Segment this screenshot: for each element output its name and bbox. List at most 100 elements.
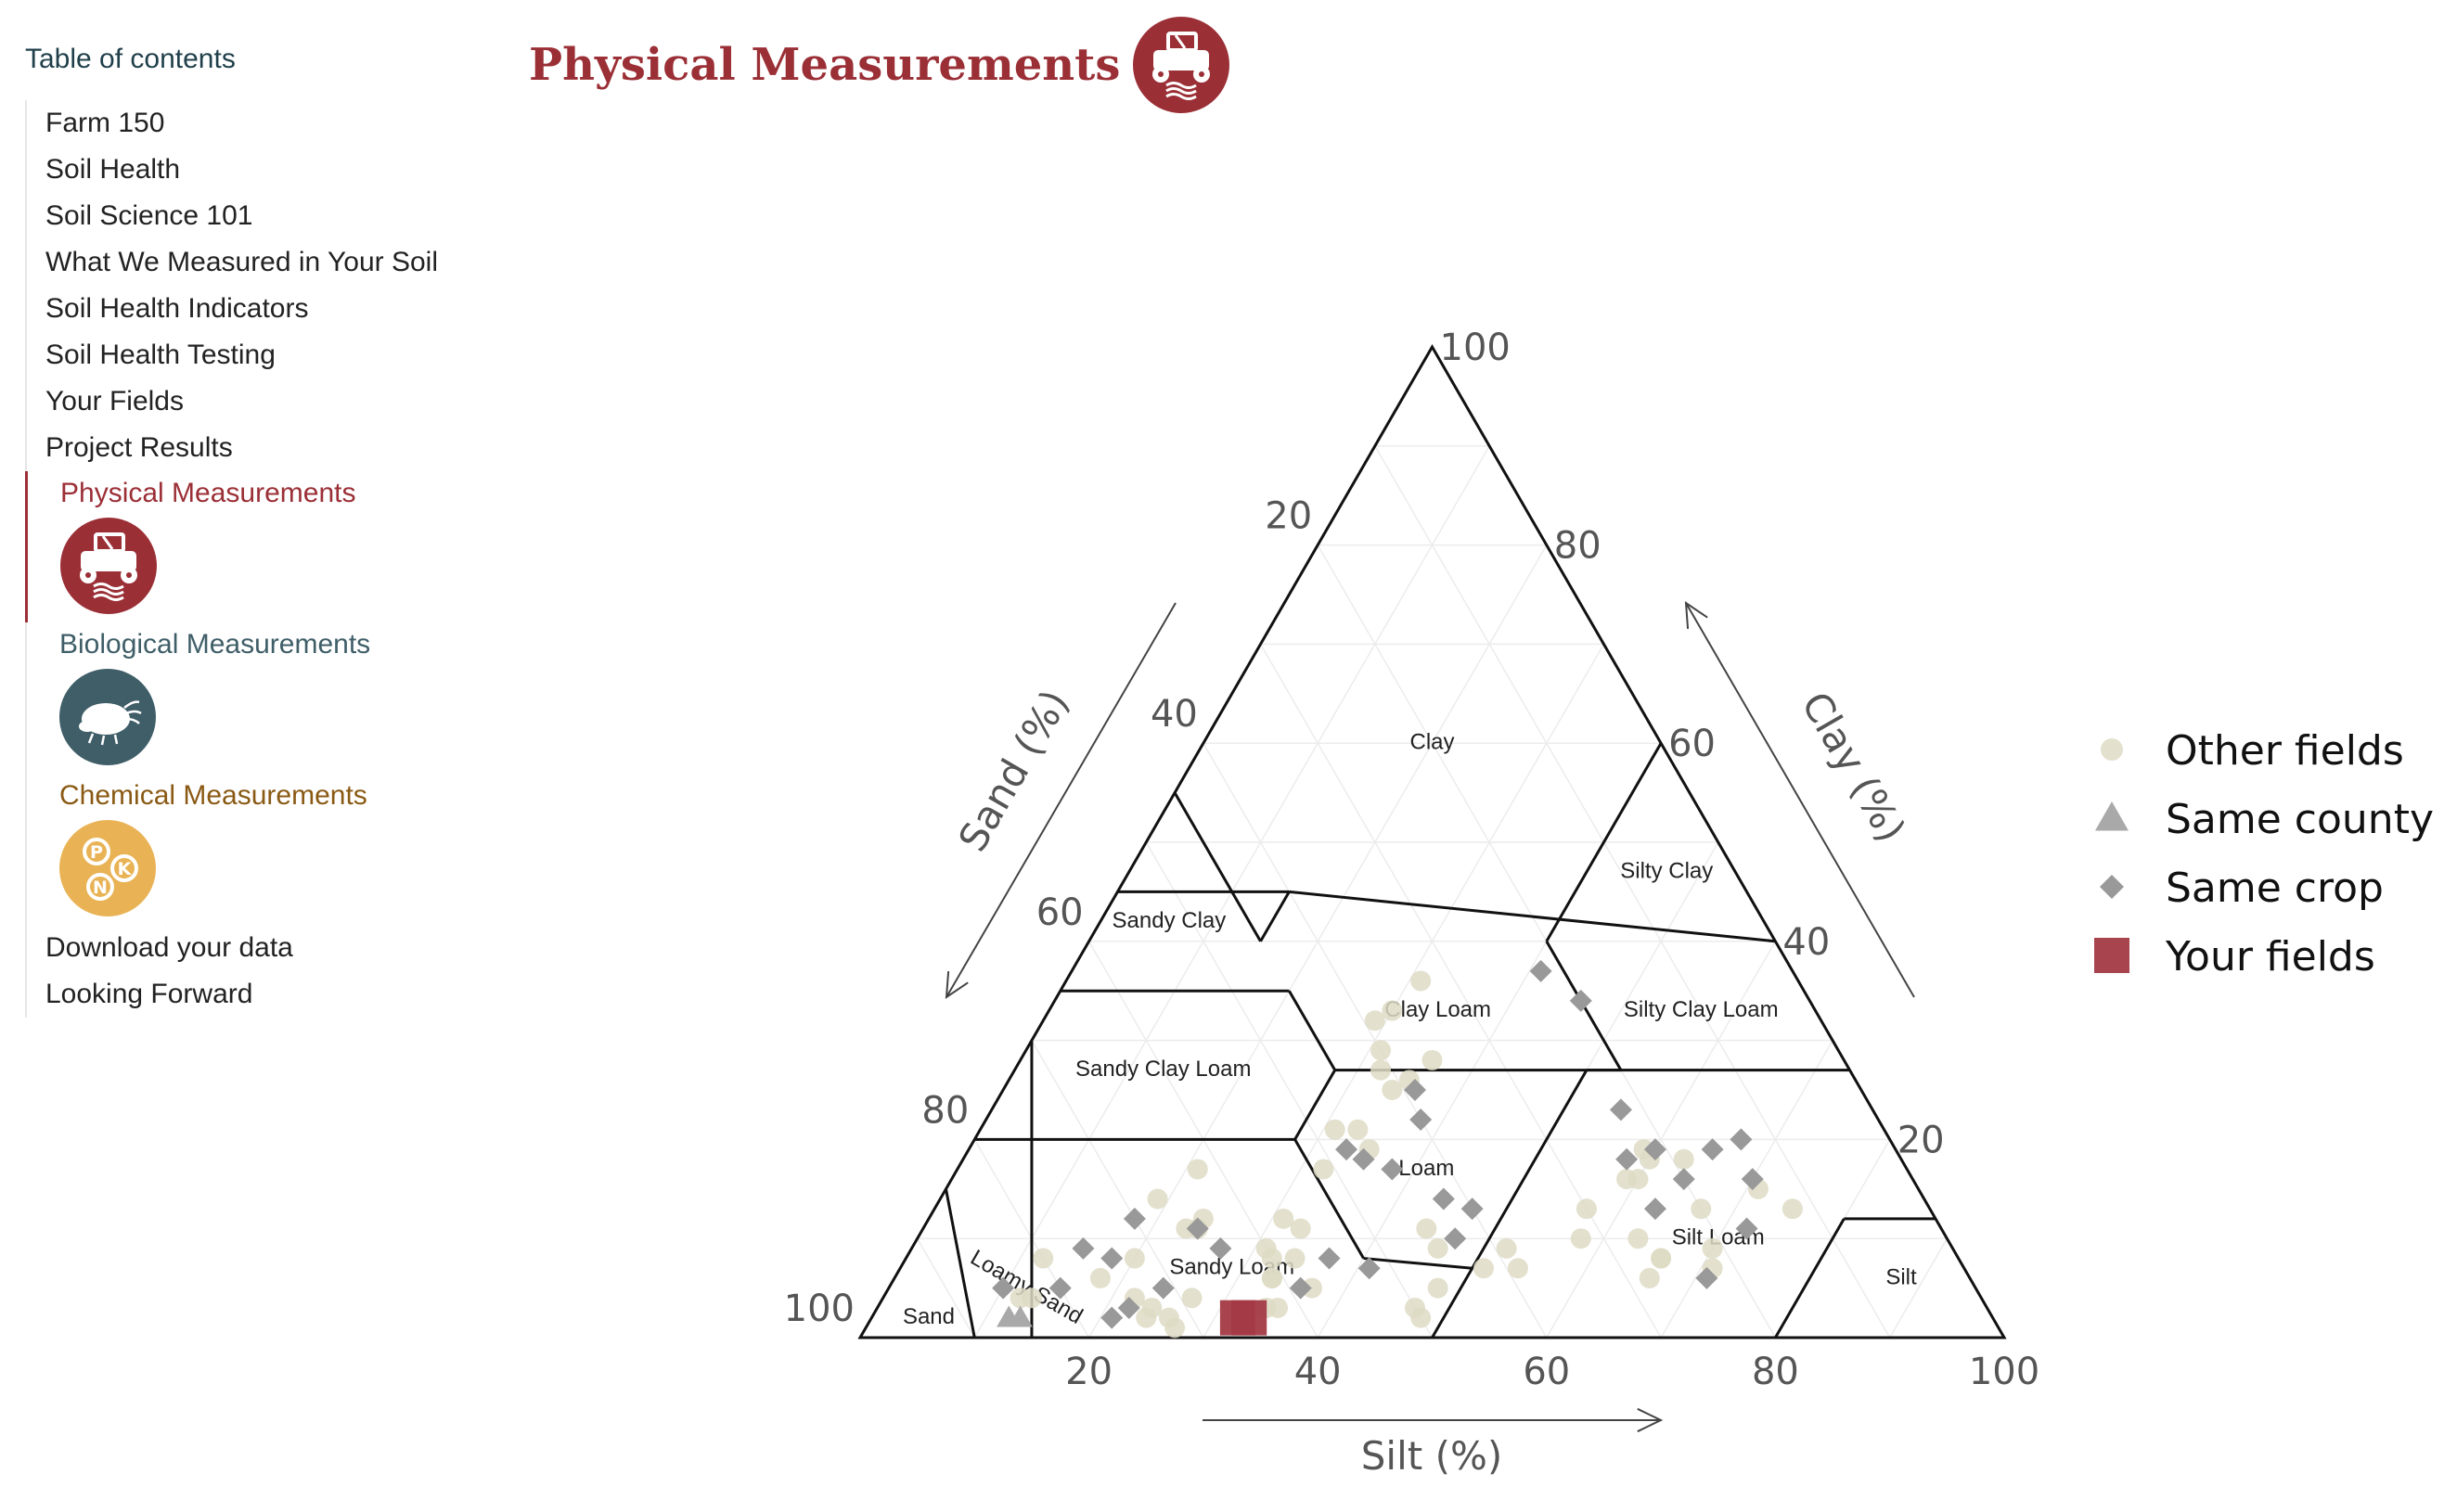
- data-point: [1273, 1208, 1294, 1229]
- silt-axis-title: Silt (%): [1361, 1433, 1503, 1479]
- data-point: [1507, 1258, 1528, 1279]
- data-point: [1136, 1307, 1157, 1328]
- data-point: [1702, 1237, 1723, 1259]
- data-point: [1008, 1305, 1033, 1327]
- data-point: [1117, 1296, 1140, 1319]
- legend-marker: [2100, 875, 2124, 899]
- toc-item-soil-health-testing[interactable]: Soil Health Testing: [45, 340, 276, 370]
- data-point: [1405, 1297, 1426, 1318]
- toc-list: Farm 150 Soil Health Soil Science 101 Wh…: [25, 100, 470, 1018]
- npk-icon: P K N: [59, 820, 156, 916]
- data-point: [1072, 1237, 1095, 1260]
- texture-class-label: Loam: [1398, 1156, 1454, 1181]
- clay-axis-title: Clay (%): [1793, 685, 1914, 850]
- toc-item-farm-150[interactable]: Farm 150: [45, 108, 165, 138]
- data-point: [1782, 1198, 1803, 1220]
- toc-item-soil-science-101[interactable]: Soil Science 101: [45, 200, 253, 231]
- data-point: [1609, 1098, 1632, 1121]
- data-point: [1735, 1217, 1758, 1240]
- table-of-contents: Table of contents Farm 150 Soil Health S…: [25, 41, 470, 1018]
- legend-label: Other fields: [2166, 727, 2404, 775]
- sand-tick-label: 20: [1265, 495, 1312, 538]
- data-point: [1701, 1138, 1724, 1161]
- data-point: [1576, 1198, 1597, 1220]
- data-point: [1427, 1277, 1448, 1299]
- bug-icon: [59, 669, 156, 765]
- data-point: [1313, 1159, 1334, 1180]
- data-point: [1627, 1228, 1649, 1249]
- data-point: [1432, 1187, 1455, 1211]
- data-point: [1364, 1010, 1385, 1031]
- texture-class-label: Clay: [1409, 730, 1454, 755]
- data-point: [1643, 1138, 1666, 1161]
- data-point: [1048, 1276, 1072, 1300]
- data-point: [1290, 1218, 1311, 1239]
- data-point: [992, 1276, 1015, 1300]
- data-point: [1187, 1159, 1208, 1180]
- gridline: [1889, 1237, 1948, 1339]
- texture-class-label: Silty Clay: [1620, 858, 1713, 883]
- clay-tick-label: 20: [1897, 1119, 1945, 1161]
- data-point: [1741, 1168, 1764, 1191]
- toc-item-physical-measurements[interactable]: Physical Measurements: [25, 471, 470, 622]
- data-point: [1219, 1300, 1255, 1336]
- texture-class-label: Sandy Clay: [1113, 908, 1227, 933]
- data-point: [1382, 1080, 1403, 1100]
- silt-tick-label: 60: [1523, 1351, 1570, 1393]
- page-title: Physical Measurements: [529, 39, 1121, 91]
- data-point: [1100, 1247, 1124, 1270]
- toc-item-soil-health[interactable]: Soil Health: [45, 154, 181, 185]
- triangle-outline: [857, 343, 2007, 1339]
- texture-boundary: [1259, 891, 1291, 942]
- data-point: [1284, 1248, 1306, 1269]
- gridline: [1145, 841, 1434, 1339]
- texture-class-label: Sand: [903, 1304, 955, 1329]
- data-point: [1370, 1059, 1392, 1081]
- clay-axis-arrow: [1685, 602, 1915, 998]
- data-point: [1410, 970, 1432, 992]
- toc-item-soil-health-indicators[interactable]: Soil Health Indicators: [45, 293, 309, 324]
- data-point: [1357, 1257, 1381, 1280]
- toc-item-project-results[interactable]: Project Results: [45, 432, 233, 463]
- texture-class-label: Clay Loam: [1384, 997, 1491, 1022]
- data-point: [1124, 1248, 1145, 1269]
- data-point: [1627, 1169, 1649, 1190]
- data-point: [1404, 1079, 1427, 1101]
- gridline: [917, 1237, 975, 1339]
- clay-tick-label: 40: [1782, 921, 1830, 964]
- data-point: [1496, 1237, 1517, 1259]
- sand-tick-label: 60: [1036, 891, 1084, 934]
- toc-sub-label: Chemical Measurements: [59, 780, 367, 811]
- toc-item-download-your-data[interactable]: Download your data: [45, 932, 293, 963]
- silt-axis-arrow-head: [1637, 1407, 1664, 1433]
- data-point: [1033, 1248, 1054, 1269]
- toc-item-looking-forward[interactable]: Looking Forward: [45, 979, 253, 1009]
- legend-label: Same crop: [2166, 865, 2384, 912]
- legend-label: Your fields: [2165, 933, 2375, 980]
- sand-tick-label: 80: [921, 1089, 969, 1132]
- data-point: [1335, 1138, 1358, 1161]
- data-point: [1261, 1267, 1282, 1288]
- data-points: [992, 959, 1803, 1339]
- svg-text:P: P: [90, 842, 103, 863]
- legend-marker: [2094, 938, 2129, 973]
- toc-item-chemical-measurements[interactable]: Chemical Measurements P K N: [27, 774, 470, 925]
- data-point: [1324, 1119, 1345, 1140]
- data-point: [1381, 1158, 1404, 1181]
- tractor-icon: [1133, 17, 1230, 113]
- toc-sub-label: Physical Measurements: [60, 478, 356, 508]
- toc-item-what-we-measured[interactable]: What We Measured in Your Soil: [45, 247, 439, 277]
- data-point: [1318, 1247, 1341, 1270]
- data-point: [1473, 1258, 1494, 1279]
- toc-item-your-fields[interactable]: Your Fields: [45, 386, 184, 416]
- data-point: [1639, 1267, 1660, 1288]
- data-point: [1370, 1040, 1392, 1061]
- data-point: [1147, 1188, 1168, 1210]
- sand-tick-label: 40: [1151, 693, 1198, 736]
- gridline: [1203, 644, 1605, 1339]
- clay-tick-label: 80: [1554, 525, 1601, 568]
- texture-class-boundaries: [945, 742, 1936, 1339]
- texture-boundary: [945, 1188, 976, 1339]
- toc-item-biological-measurements[interactable]: Biological Measurements: [27, 622, 470, 774]
